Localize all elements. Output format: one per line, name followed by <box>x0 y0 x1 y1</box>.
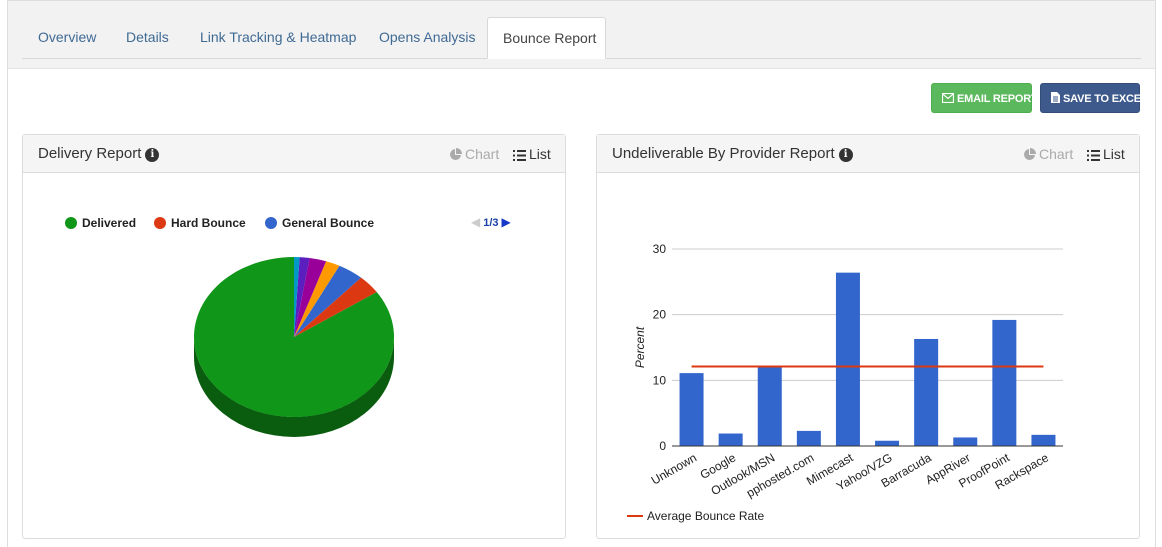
chart-toggle[interactable]: Chart <box>1023 146 1073 162</box>
panel-title: Delivery Report i <box>38 145 160 162</box>
list-toggle[interactable]: List <box>513 146 551 162</box>
legend-swatch <box>65 217 77 229</box>
tab-details[interactable]: Details <box>126 29 169 45</box>
y-tick-label: 0 <box>659 439 666 453</box>
legend-average-bounce-rate: Average Bounce Rate <box>647 509 765 523</box>
y-tick-label: 20 <box>653 308 667 322</box>
bar <box>679 373 704 446</box>
pie-chart-icon <box>450 148 462 160</box>
bar <box>718 433 743 446</box>
provider-report-panel: Undeliverable By Provider Report i Chart … <box>596 134 1140 539</box>
report-container: Overview Details Link Tracking & Heatmap… <box>7 0 1156 547</box>
delivery-pie-chart <box>194 257 395 437</box>
legend-general-bounce: General Bounce <box>265 216 374 230</box>
list-icon <box>513 150 526 161</box>
bar <box>953 437 978 446</box>
info-icon[interactable]: i <box>145 148 160 162</box>
y-tick-label: 10 <box>653 373 667 387</box>
list-toggle[interactable]: List <box>1087 146 1125 162</box>
pie-slice-side <box>194 337 394 437</box>
legend-hard-bounce: Hard Bounce <box>154 216 246 230</box>
next-page-icon[interactable]: ▶ <box>501 215 511 229</box>
list-icon <box>1087 150 1100 161</box>
tab-link-tracking[interactable]: Link Tracking & Heatmap <box>200 29 357 45</box>
pie-slice <box>294 277 377 337</box>
y-axis-label: Percent <box>633 326 647 368</box>
info-icon[interactable]: i <box>838 148 853 162</box>
bar <box>1031 434 1056 446</box>
page-indicator: 1/3 <box>483 217 499 229</box>
pie-slice <box>194 257 395 417</box>
pie-chart-icon <box>1024 148 1036 160</box>
file-icon <box>1051 92 1060 103</box>
legend-swatch <box>265 217 277 229</box>
delivery-report-header: Delivery Report i Chart List <box>23 135 565 173</box>
bar <box>796 430 821 446</box>
pie-slice <box>294 261 340 337</box>
tab-overview[interactable]: Overview <box>38 29 97 45</box>
tab-bounce-report[interactable]: Bounce Report <box>487 17 606 59</box>
provider-bar-chart: 0102030PercentUnknownGoogleOutlook/MSNpp… <box>627 242 1063 523</box>
bar <box>875 440 900 446</box>
provider-report-header: Undeliverable By Provider Report i Chart … <box>597 135 1139 173</box>
y-tick-label: 30 <box>653 242 667 256</box>
x-tick-label: Unknown <box>649 450 699 487</box>
delivery-report-panel: Delivery Report i Chart List Delivered Ha… <box>22 134 566 539</box>
tab-bar: Overview Details Link Tracking & Heatmap… <box>8 1 1155 69</box>
legend-pager: ◀ 1/3 ▶ <box>471 215 511 229</box>
legend-swatch <box>154 217 166 229</box>
bar <box>757 365 782 446</box>
pie-slice <box>294 257 327 337</box>
save-to-excel-button[interactable]: SAVE TO EXCEL <box>1040 83 1148 113</box>
legend-delivered: Delivered <box>65 216 136 230</box>
panel-title: Undeliverable By Provider Report i <box>612 145 853 162</box>
chart-toggle[interactable]: Chart <box>449 146 499 162</box>
email-report-label: EMAIL REPORT <box>957 93 1038 105</box>
envelope-icon <box>941 92 955 104</box>
bar <box>992 319 1017 446</box>
pie-slice <box>294 257 310 337</box>
bar <box>835 272 860 446</box>
pie-slice <box>294 257 300 337</box>
save-to-excel-label: SAVE TO EXCEL <box>1063 93 1148 105</box>
bar <box>914 338 939 446</box>
tab-opens-analysis[interactable]: Opens Analysis <box>379 29 476 45</box>
email-report-button[interactable]: EMAIL REPORT <box>931 83 1038 113</box>
prev-page-icon[interactable]: ◀ <box>471 215 481 229</box>
pie-slice <box>294 265 362 337</box>
